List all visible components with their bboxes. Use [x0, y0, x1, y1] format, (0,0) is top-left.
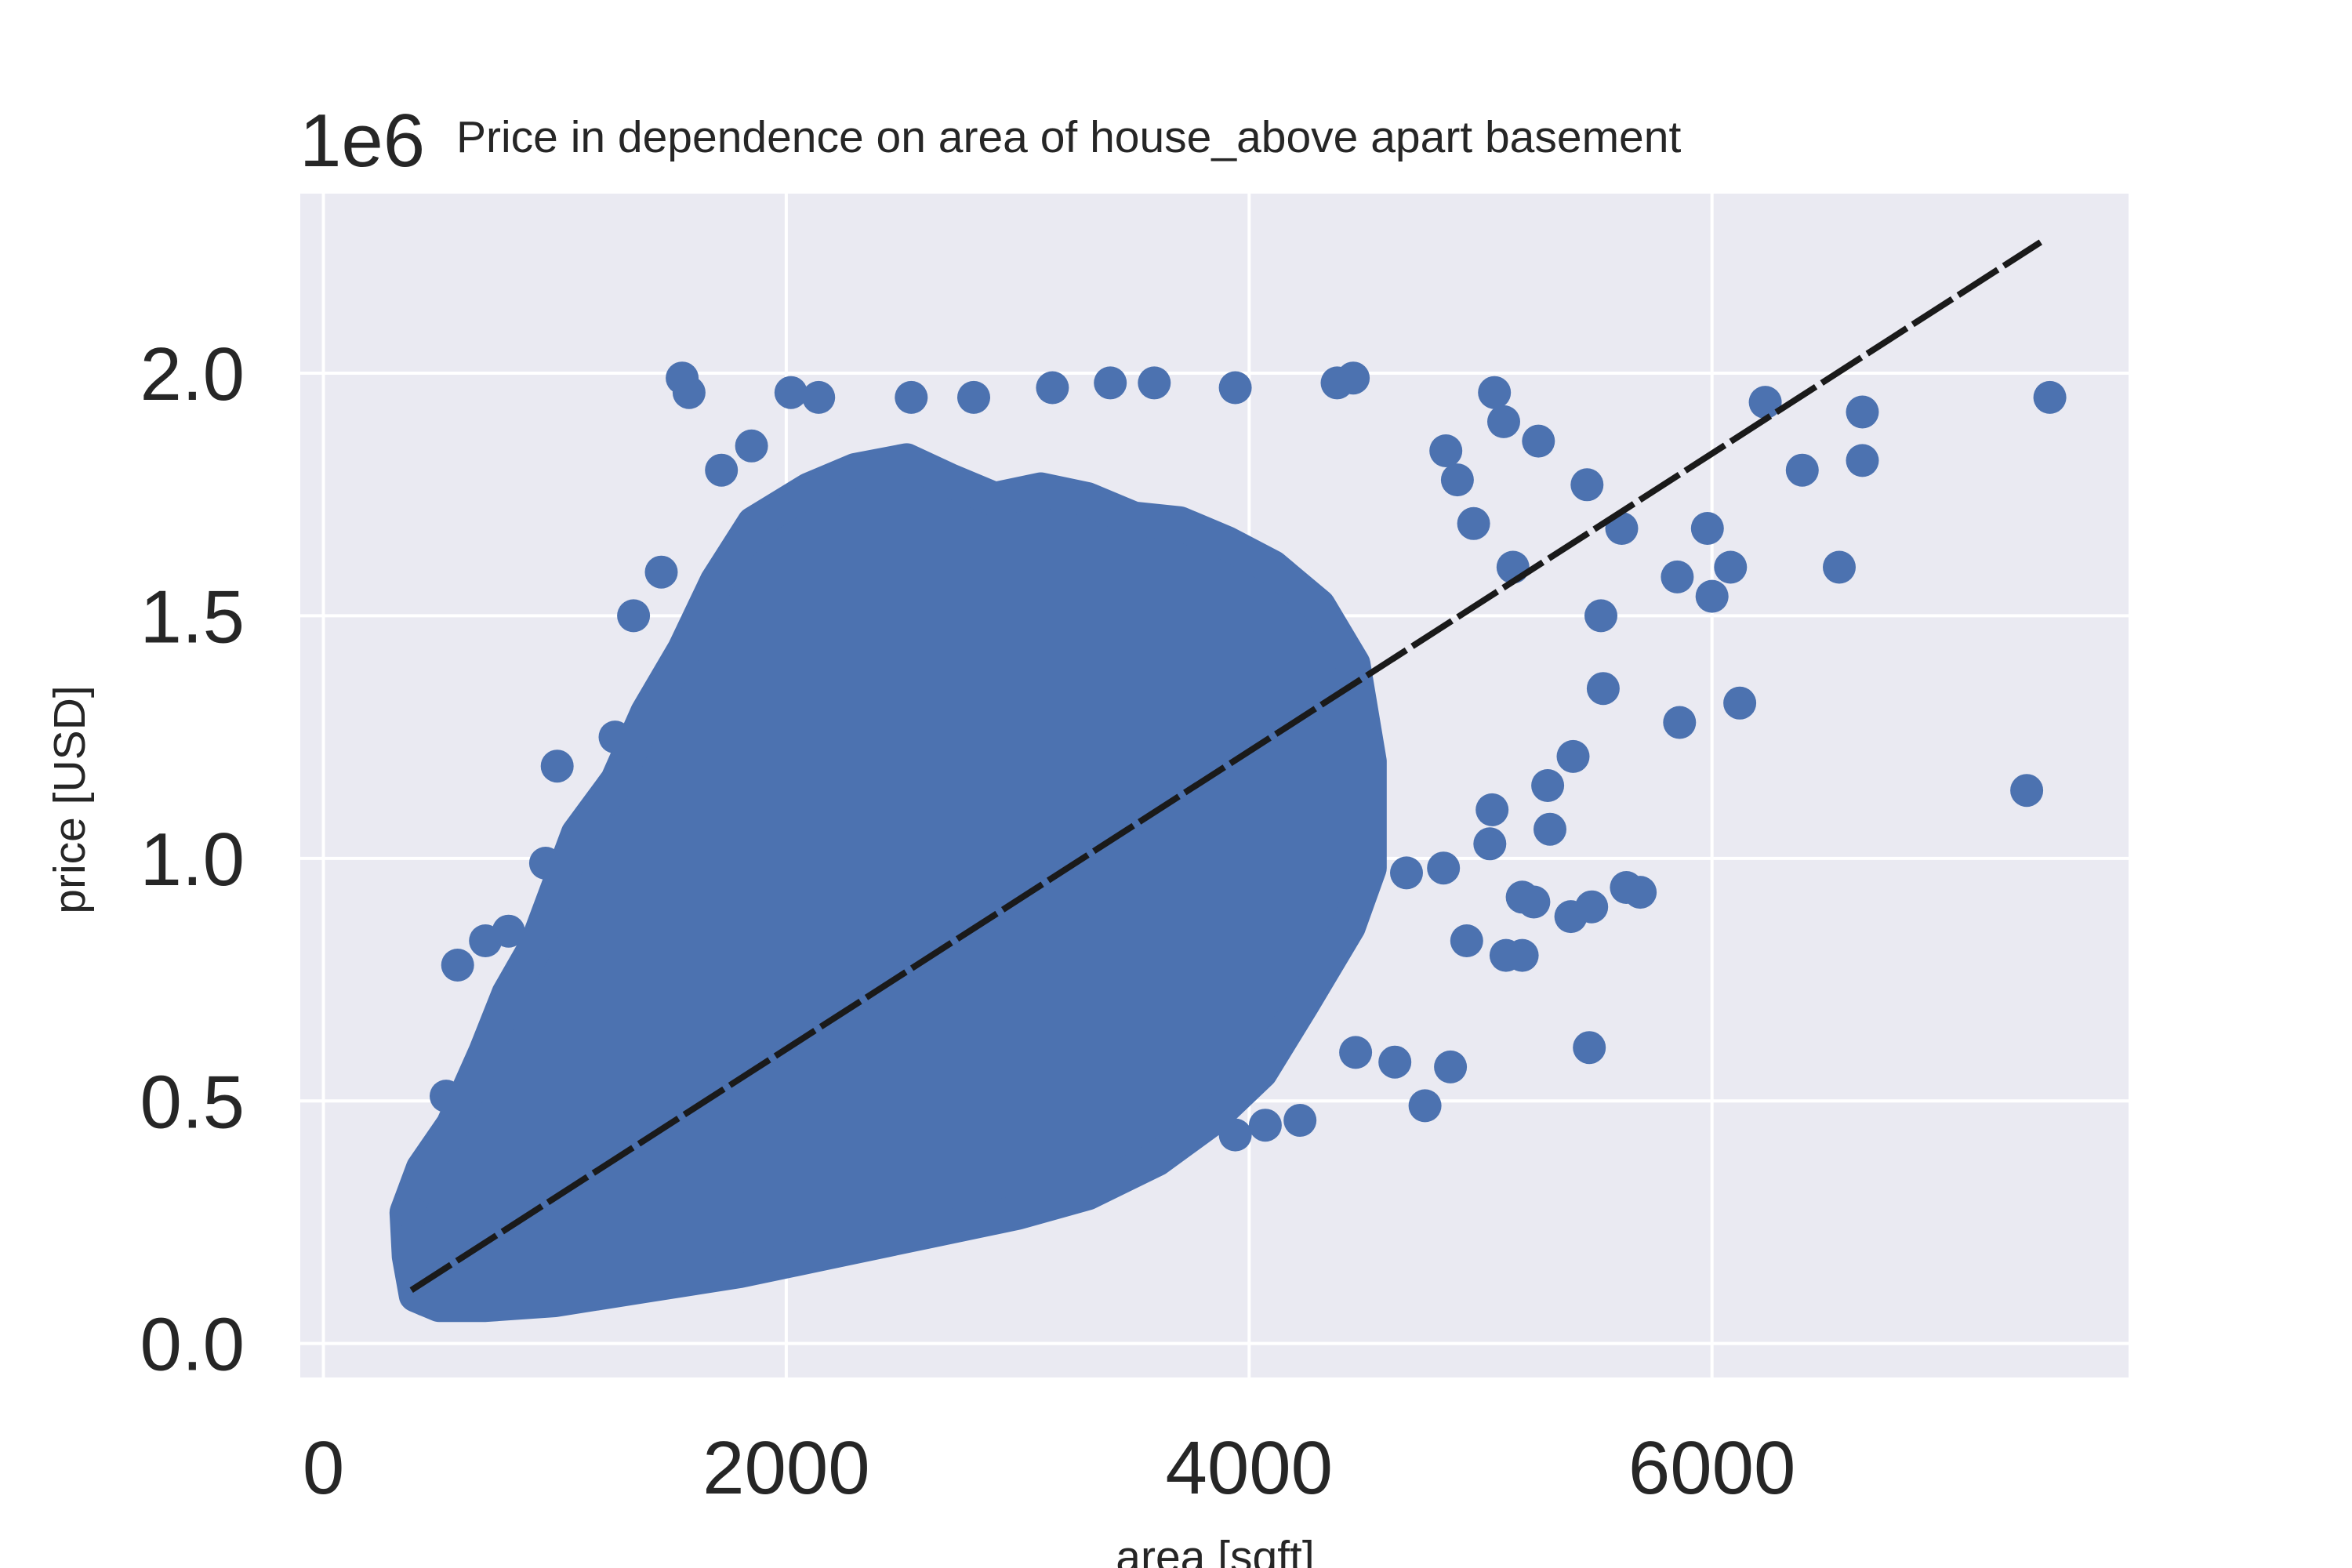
scatter-point: [1534, 812, 1566, 846]
scatter-point: [1036, 371, 1069, 405]
scatter-point: [1094, 366, 1127, 400]
scatter-point: [1584, 599, 1617, 633]
scatter-points: [394, 361, 2067, 1316]
dense-point-cloud: [389, 443, 1387, 1323]
scatter-point: [735, 429, 768, 463]
scatter-point: [1337, 361, 1370, 395]
scatter-point: [1487, 405, 1520, 438]
scatter-point: [1570, 468, 1604, 502]
scatter-point: [774, 376, 808, 409]
y-tick-labels: 0.0 0.5 1.0 1.5 2.0: [140, 332, 245, 1387]
scatter-point: [1283, 1104, 1317, 1137]
scatter-point: [1475, 793, 1509, 826]
x-axis-label: area [sqft]: [1116, 1532, 1314, 1568]
scatter-point: [644, 555, 678, 589]
y-offset-label: 1e6: [299, 99, 425, 183]
y-tick-label: 2.0: [140, 332, 245, 416]
scatter-point: [1522, 424, 1555, 458]
scatter-point: [1661, 560, 1694, 593]
scatter-point: [408, 1283, 442, 1316]
scatter-point: [540, 750, 574, 783]
scatter-point: [1440, 463, 1474, 497]
scatter-point: [598, 720, 632, 754]
scatter-point: [1695, 579, 1729, 613]
scatter-point: [1450, 924, 1483, 957]
x-tick-label: 6000: [1628, 1426, 1796, 1510]
scatter-point: [617, 599, 651, 633]
y-tick-label: 0.0: [140, 1303, 245, 1387]
scatter-point: [1714, 550, 1748, 584]
chart-title: Price in dependence on area of house_abo…: [456, 112, 1681, 162]
scatter-point: [1748, 386, 1782, 419]
scatter-point: [1573, 1031, 1606, 1065]
scatter-point: [1390, 856, 1423, 890]
scatter-point: [1248, 1109, 1282, 1142]
scatter-point: [1846, 395, 1879, 429]
scatter-point: [1339, 1036, 1373, 1069]
scatter-point: [1823, 550, 1856, 584]
scatter-point: [2033, 380, 2067, 414]
scatter-point: [957, 380, 990, 414]
scatter-point: [1785, 453, 1819, 487]
x-tick-label: 0: [303, 1426, 344, 1510]
scatter-point: [672, 376, 706, 409]
y-tick-label: 1.0: [140, 818, 245, 902]
scatter-point: [1378, 1045, 1412, 1079]
fit-line-layer: [409, 239, 2042, 1293]
scatter-point: [492, 914, 525, 948]
scatter-point: [1457, 506, 1490, 540]
scatter-point: [1478, 376, 1512, 409]
scatter-point: [1505, 938, 1539, 972]
scatter-point: [1473, 827, 1507, 861]
y-axis-label: price [USD]: [45, 685, 95, 913]
scatter-point: [1690, 512, 1724, 545]
scatter-point: [1846, 444, 1879, 477]
fit-line: [409, 239, 2042, 1293]
scatter-point: [1427, 851, 1461, 885]
scatter-point: [1138, 366, 1171, 400]
scatter-point: [1586, 672, 1620, 706]
scatter-point: [705, 453, 739, 487]
y-tick-label: 1.5: [140, 575, 245, 659]
scatter-point: [1575, 890, 1609, 924]
scatter-point: [2010, 774, 2044, 808]
scatter-point: [1531, 769, 1565, 802]
scatter-point: [1429, 434, 1463, 467]
scatter-point: [528, 847, 562, 880]
scatter-point: [1408, 1089, 1442, 1123]
point-cloud: [389, 443, 1387, 1323]
y-tick-label: 0.5: [140, 1060, 245, 1144]
scatter-point: [1517, 885, 1551, 919]
scatter-point: [1723, 686, 1757, 720]
scatter-point: [1218, 1118, 1252, 1152]
scatter-point: [1218, 371, 1252, 405]
scatter-point: [1556, 739, 1590, 773]
scatter-point: [1663, 706, 1697, 739]
scatter-point: [441, 949, 474, 982]
x-tick-labels: 0 2000 4000 6000: [303, 1426, 1796, 1510]
scatter-point: [1434, 1050, 1468, 1083]
scatter-point: [802, 380, 836, 414]
scatter-point: [394, 1196, 428, 1229]
x-tick-label: 2000: [702, 1426, 870, 1510]
scatter-point: [895, 380, 928, 414]
x-tick-label: 4000: [1165, 1426, 1333, 1510]
scatter-point: [430, 1080, 463, 1113]
scatter-point: [1624, 876, 1657, 909]
